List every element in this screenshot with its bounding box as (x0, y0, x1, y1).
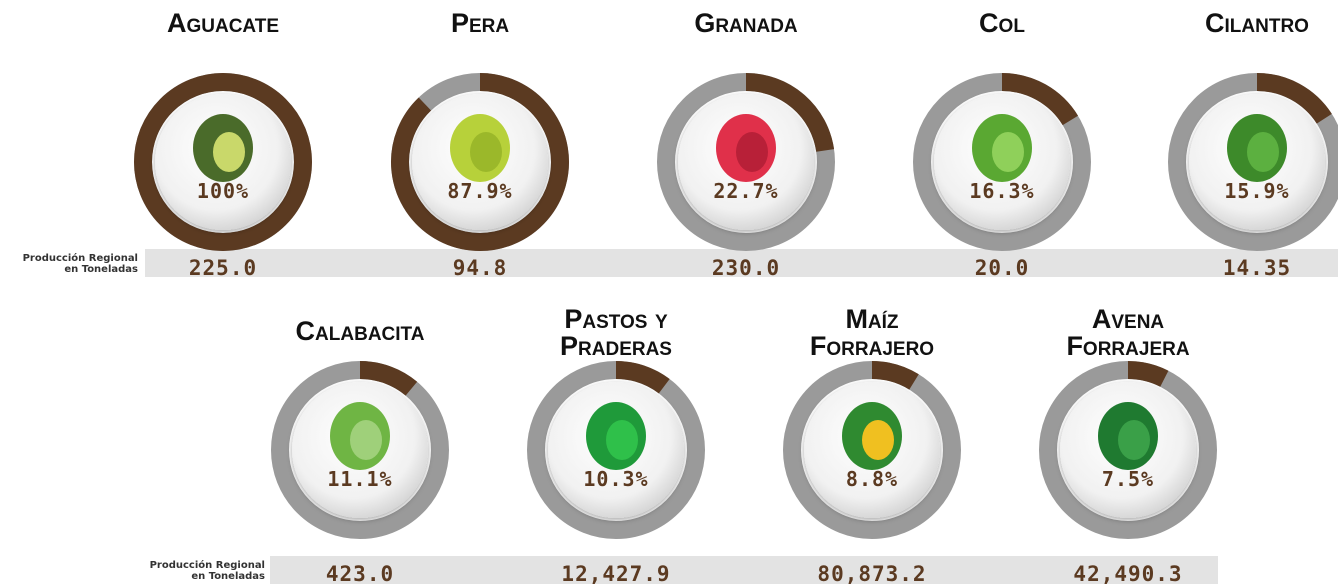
gauge-arc (615, 361, 670, 394)
crop-name: Maíz Forrajero (809, 304, 935, 361)
production-value: 12,427.9 (561, 562, 670, 584)
percent-label: 10.3% (583, 467, 648, 491)
gauge-arc (1001, 73, 1079, 126)
production-value: 42,490.3 (1073, 562, 1182, 584)
production-value: 80,873.2 (817, 562, 926, 584)
production-value: 423.0 (326, 562, 394, 584)
crop-name: Granada (694, 8, 798, 38)
production-band (270, 556, 1218, 584)
crop-icon (1118, 420, 1150, 460)
percent-label: 15.9% (1224, 179, 1289, 203)
crop-name: Pastos y Praderas (560, 304, 672, 361)
production-value: 225.0 (189, 256, 257, 280)
production-caption: en Toneladas (64, 264, 138, 275)
production-caption: Producción Regional (23, 252, 138, 264)
production-value: 230.0 (712, 256, 780, 280)
crop-name: Avena Forrajera (1066, 304, 1190, 361)
gauge-arc (391, 73, 569, 251)
percent-label: 11.1% (327, 467, 392, 491)
gauge-arc (134, 73, 312, 251)
production-band (145, 249, 1338, 277)
percent-label: 22.7% (713, 179, 778, 203)
gauge-arc (745, 73, 835, 153)
crop-icon (736, 132, 768, 172)
crop-icon (862, 420, 894, 460)
gauge-arc (1256, 73, 1332, 124)
percent-label: 8.8% (846, 467, 898, 491)
production-value: 94.8 (453, 256, 508, 280)
crop-name: Pera (450, 8, 510, 38)
gauge-arc (871, 361, 919, 390)
crop-icon (606, 420, 638, 460)
percent-label: 100% (197, 179, 249, 203)
crop-icon (213, 132, 245, 172)
crop-name: Calabacita (295, 316, 425, 346)
production-value: 20.0 (975, 256, 1030, 280)
crop-name: Aguacate (166, 8, 280, 38)
percent-label: 16.3% (969, 179, 1034, 203)
crop-icon (350, 420, 382, 460)
crop-name: Cilantro (1205, 8, 1309, 38)
gauge-arc (359, 361, 418, 396)
gauge-arc (1127, 361, 1169, 387)
percent-label: 7.5% (1102, 467, 1154, 491)
production-caption: Producción Regional (150, 559, 265, 571)
production-value: 14.35 (1223, 256, 1291, 280)
crop-icon (992, 132, 1024, 172)
crop-icon (470, 132, 502, 172)
crop-icon (1247, 132, 1279, 172)
crop-name: Col (979, 8, 1025, 38)
production-caption: en Toneladas (191, 571, 265, 582)
percent-label: 87.9% (447, 179, 512, 203)
